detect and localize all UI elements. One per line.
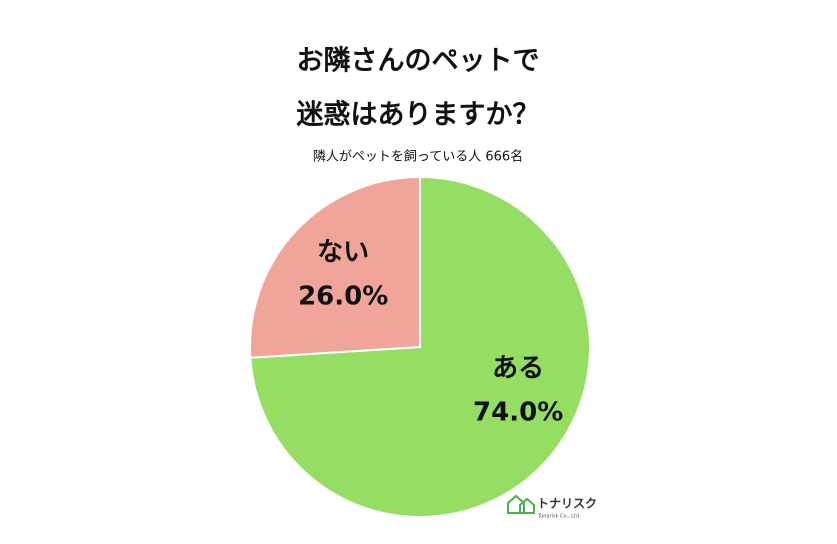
logo-icon xyxy=(507,494,535,514)
slice-label: ない xyxy=(317,237,369,267)
pie-slice xyxy=(249,175,421,359)
value-label: 74.0% xyxy=(473,398,563,428)
chart-title: 迷惑はありますか？ xyxy=(297,100,540,131)
chart-subtitle: 隣人がペットを飼っている人 666名 xyxy=(313,149,523,165)
value-label: 26.0% xyxy=(298,281,388,311)
slice-label: ある xyxy=(492,354,544,384)
logo: トナリスク Tonarisk Co., Ltd. xyxy=(507,494,597,520)
chart-title: お隣さんのペットで xyxy=(297,46,540,77)
logo-tagline: Tonarisk Co., Ltd. xyxy=(537,514,581,520)
logo-name: トナリスク xyxy=(537,497,597,511)
